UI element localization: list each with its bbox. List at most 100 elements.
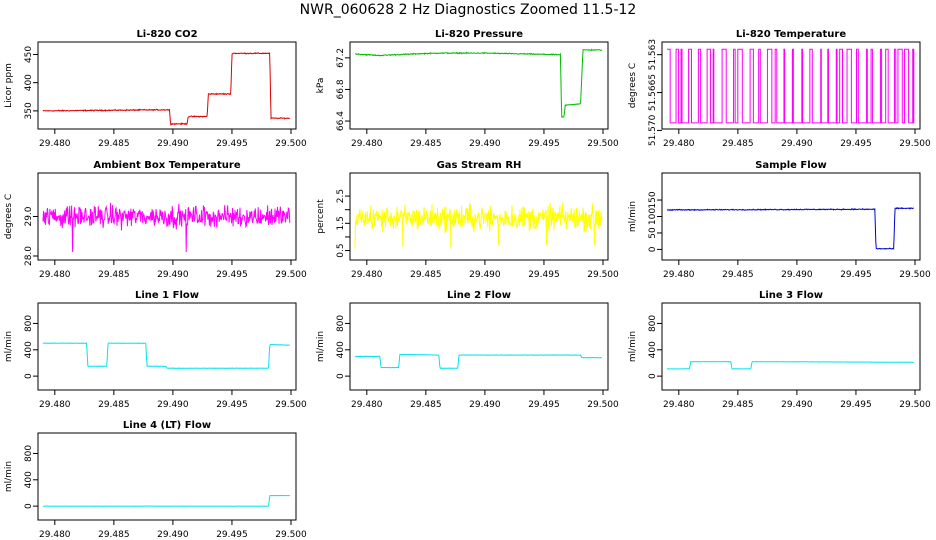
- x-tick-label: 29.495: [216, 270, 248, 280]
- x-tick-label: 29.495: [840, 270, 872, 280]
- y-axis-label: ml/min: [4, 331, 14, 362]
- chart-title: Line 3 Flow: [759, 290, 823, 301]
- y-tick-label: 51.563: [648, 39, 658, 70]
- y-tick-label: 51.5665: [648, 74, 658, 111]
- plot-frame: [349, 172, 609, 261]
- chart-panel: Li-820 Temperature 29.480 29.485 29.490 29.4…: [628, 29, 931, 149]
- y-axis-label: ml/min: [628, 331, 638, 362]
- y-tick-label: 66.8: [336, 79, 346, 99]
- chart-title: Sample Flow: [755, 160, 827, 171]
- y-tick-label: 450: [24, 46, 34, 63]
- y-tick-label: 67.2: [336, 48, 346, 68]
- x-tick-label: 29.490: [157, 270, 189, 280]
- x-tick-label: 29.495: [528, 400, 560, 410]
- x-tick-label: 29.480: [663, 400, 695, 410]
- x-tick-label: 29.485: [98, 400, 130, 410]
- y-tick-label: 800: [336, 315, 346, 332]
- chart-title: Line 1 Flow: [135, 290, 199, 301]
- chart-panel: Line 2 Flow 29.480 29.485 29.490 29.495 29.50…: [316, 290, 619, 410]
- y-tick-label: 66.4: [336, 111, 346, 131]
- x-tick-label: 29.495: [216, 139, 248, 149]
- x-tick-label: 29.500: [587, 139, 619, 149]
- y-tick-label: 0: [24, 503, 34, 509]
- x-tick-label: 29.495: [840, 139, 872, 149]
- x-tick-label: 29.480: [351, 270, 383, 280]
- x-tick-label: 29.480: [39, 139, 71, 149]
- y-tick-label: 0: [648, 246, 658, 252]
- chart-title: Ambient Box Temperature: [93, 160, 240, 171]
- plot-frame: [37, 41, 297, 130]
- series-line: [42, 202, 291, 253]
- x-tick-label: 29.500: [587, 400, 619, 410]
- series-line: [667, 48, 915, 124]
- y-tick-label: 50: [648, 227, 658, 239]
- x-tick-label: 29.485: [98, 139, 130, 149]
- x-tick-label: 29.500: [899, 400, 931, 410]
- x-tick-label: 29.495: [528, 139, 560, 149]
- y-tick-label: 400: [648, 341, 658, 358]
- plot-frame: [661, 302, 921, 391]
- x-tick-label: 29.490: [157, 530, 189, 540]
- series-line: [355, 353, 602, 369]
- y-axis-label: degrees C: [4, 194, 14, 239]
- series-line: [43, 494, 290, 507]
- x-tick-label: 29.500: [275, 530, 307, 540]
- series-line: [666, 360, 914, 370]
- x-tick-label: 29.500: [899, 139, 931, 149]
- y-axis-label: percent: [316, 199, 326, 234]
- x-tick-label: 29.490: [781, 400, 813, 410]
- x-tick-label: 29.480: [39, 400, 71, 410]
- x-tick-label: 29.485: [410, 139, 442, 149]
- x-tick-label: 29.490: [469, 400, 501, 410]
- chart-panel: Line 4 (LT) Flow 29.480 29.485 29.490 29.495…: [4, 420, 307, 540]
- y-axis-label: ml/min: [316, 331, 326, 362]
- page-title: NWR_060628 2 Hz Diagnostics Zoomed 11.5-…: [299, 2, 637, 18]
- y-tick-label: 0: [24, 373, 34, 379]
- x-tick-label: 29.480: [351, 139, 383, 149]
- x-tick-label: 29.500: [587, 270, 619, 280]
- y-tick-label: 0: [648, 373, 658, 379]
- plot-frame: [37, 432, 297, 521]
- chart-title: Line 2 Flow: [447, 290, 511, 301]
- chart-title: Li-820 Temperature: [736, 29, 846, 40]
- y-tick-label: 28.0: [24, 246, 34, 266]
- y-tick-label: 800: [24, 315, 34, 332]
- x-tick-label: 29.480: [663, 139, 695, 149]
- y-tick-label: 400: [24, 74, 34, 91]
- y-tick-label: 29.0: [24, 206, 34, 226]
- series-line: [42, 342, 290, 370]
- chart-panel: Ambient Box Temperature 29.480 29.485 29.49…: [4, 160, 307, 280]
- series-line: [354, 48, 603, 118]
- series-line: [354, 202, 603, 249]
- y-tick-label: 100: [648, 208, 658, 225]
- x-tick-label: 29.480: [39, 530, 71, 540]
- x-tick-label: 29.485: [722, 270, 754, 280]
- y-tick-label: 800: [648, 315, 658, 332]
- chart-panel: Line 1 Flow 29.480 29.485 29.490 29.495 29.50…: [4, 290, 307, 410]
- y-tick-label: 400: [24, 471, 34, 488]
- plot-frame: [661, 172, 921, 261]
- chart-title: Li-820 CO2: [136, 29, 197, 40]
- y-tick-label: 400: [24, 341, 34, 358]
- chart-panel: Sample Flow 29.480 29.485 29.490 29.495 29.50…: [628, 160, 931, 280]
- chart-title: Line 4 (LT) Flow: [123, 420, 211, 431]
- y-tick-label: 400: [336, 341, 346, 358]
- plot-frame: [349, 41, 609, 130]
- x-tick-label: 29.480: [663, 270, 695, 280]
- x-tick-label: 29.500: [899, 270, 931, 280]
- chart-title: Li-820 Pressure: [435, 29, 523, 40]
- x-tick-label: 29.485: [98, 530, 130, 540]
- x-tick-label: 29.485: [722, 139, 754, 149]
- chart-panel: Li-820 CO2 29.480 29.485 29.490 29.495 29.500…: [4, 29, 307, 149]
- series-line: [42, 51, 290, 127]
- y-tick-label: 0.5: [336, 243, 346, 257]
- chart-panel: Gas Stream RH 29.480 29.485 29.490 29.495 29.…: [316, 160, 619, 280]
- x-tick-label: 29.500: [275, 270, 307, 280]
- x-tick-label: 29.495: [840, 400, 872, 410]
- x-tick-label: 29.480: [351, 400, 383, 410]
- y-tick-label: 150: [648, 191, 658, 208]
- y-tick-label: 1.5: [336, 216, 346, 230]
- y-tick-label: 51.570: [648, 114, 658, 146]
- plot-frame: [661, 41, 921, 130]
